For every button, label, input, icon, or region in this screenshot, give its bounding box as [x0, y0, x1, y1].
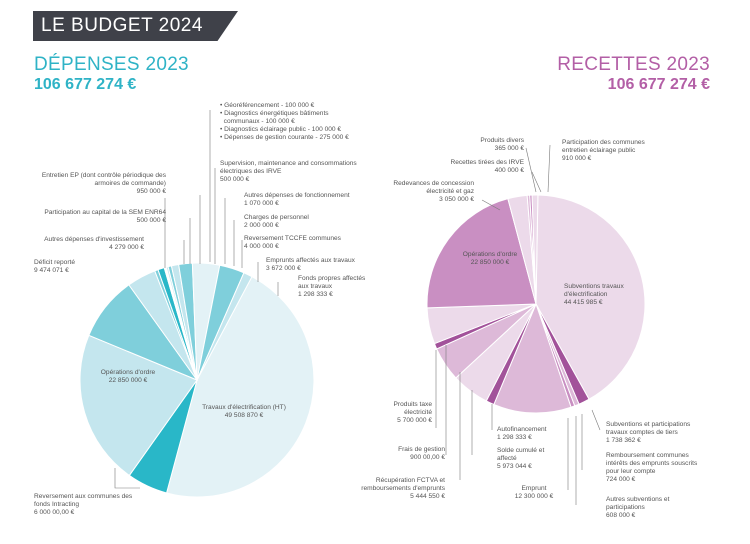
label-deficit: Déficit reporté 9 474 071 €: [34, 259, 76, 274]
banner-title: LE BUDGET 2024: [41, 15, 203, 36]
label-autres-subventions: Autres subventions et participations 608 …: [606, 496, 670, 519]
label-subventions-tiers: Subventions et participations travaux co…: [606, 421, 691, 444]
banner: LE BUDGET 2024: [33, 11, 238, 41]
label-frais-gestion: Frais de gestion 900 00,00 €: [398, 446, 445, 461]
label-redevances: Redevances de concession électricité et …: [393, 180, 474, 203]
label-autres-fonctionnement: Autres dépenses de fonctionnement 1 070 0…: [244, 192, 350, 207]
label-reversement-intracting: Reversement aux communes des fonds Intra…: [34, 493, 133, 516]
dep-bullet-list: • Géoréférencement - 100 000 € • Diagnos…: [220, 102, 349, 141]
label-produits-taxe: Produits taxe électricité 5 700 000 €: [393, 401, 432, 424]
recettes-title: RECETTES 2023: [557, 54, 710, 75]
label-participation-communes: Participation des communes entretien écl…: [562, 139, 645, 162]
label-tccfe: Reversement TCCFE communes 4 000 000 €: [244, 235, 341, 250]
label-fonds-propres: Fonds propres affectés aux travaux 1 298 …: [298, 275, 366, 298]
label-fctva: Récupération FCTVA et remboursements d'e…: [361, 477, 445, 500]
label-travaux-electrification: Travaux d'électrification (HT) 49 508 870…: [202, 404, 286, 419]
pie-recettes-slice-4: [493, 302, 572, 414]
label-emprunt: Emprunt 12 300 000 €: [514, 485, 554, 500]
label-entretien-ep: Entretien EP (dont contrôle périodique d…: [41, 172, 166, 195]
pie-depenses-slice-0: [165, 276, 315, 498]
label-sem-enr64: Participation au capital de la SEM ENR64…: [44, 209, 166, 224]
label-produits-divers: Produits divers 365 000 €: [480, 137, 524, 152]
depenses-total: 106 677 274 €: [34, 76, 137, 93]
label-remboursement-communes: Remboursement communes intérêts des empr…: [606, 452, 698, 483]
pie-recettes-slice-0: [535, 194, 646, 400]
recettes-total: 106 677 274 €: [607, 76, 710, 93]
pie-recettes-slice-10: [426, 198, 537, 309]
label-recettes-irve: Recettes tirées des IRVE 400 000 €: [450, 159, 524, 174]
depenses-title: DÉPENSES 2023: [34, 54, 189, 75]
label-supervision-irve: Supervision, maintenance and consommatio…: [220, 160, 357, 183]
label-emprunts-affectes: Emprunts affectés aux travaux 3 672 000 €: [266, 257, 355, 272]
label-subventions-travaux: Subventions travaux d'électrification 44 …: [564, 283, 624, 306]
pie-recettes-slice-14: [531, 194, 539, 305]
label-solde-cumule: Solde cumulé et affecté 5 973 044 €: [497, 447, 545, 470]
label-charges-personnel: Charges de personnel 2 000 000 €: [244, 214, 309, 229]
label-autofinancement: Autofinancement 1 298 333 €: [497, 426, 547, 441]
pie-depenses-slice-2: [79, 334, 198, 477]
label-autres-depenses-inv: Autres dépenses d'investissement 4 279 00…: [44, 236, 144, 251]
pie-depenses-slice-16: [196, 272, 253, 381]
label-operations-ordre-dep: Opérations d'ordre 22 850 000 €: [100, 369, 156, 384]
label-operations-ordre-rec: Opérations d'ordre 22 850 000 €: [462, 251, 518, 266]
